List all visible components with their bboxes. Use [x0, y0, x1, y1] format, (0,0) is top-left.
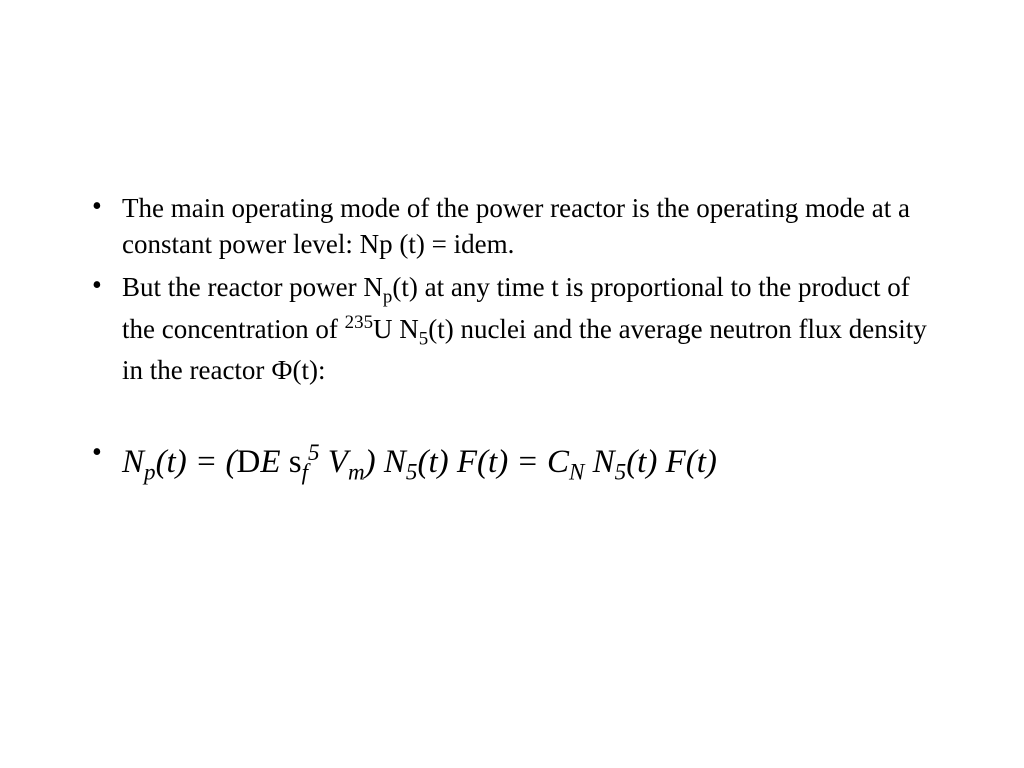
b2-phi: Ф [271, 355, 292, 385]
f-delta: D [236, 444, 260, 480]
f-sigma-sup: 5 [308, 439, 320, 465]
bullet-list: The main operating mode of the power rea… [80, 190, 944, 488]
f-sub-m: m [348, 459, 365, 485]
f-N: N [122, 444, 144, 480]
f-p5: ) N [365, 444, 406, 480]
bullet-item-1: The main operating mode of the power rea… [80, 190, 944, 263]
f-sub-p: p [144, 459, 156, 485]
reactor-power-formula: Np(t) = (DE sf5 Vm) N5(t) F(t) = CN N5(t… [122, 444, 717, 480]
f-sub-5b: 5 [615, 459, 627, 485]
b2-sup-235: 235 [345, 312, 373, 333]
f-sigma: s [289, 444, 302, 480]
f-p3: E [260, 444, 288, 480]
f-p9: (t) [626, 444, 665, 480]
f-p8: N [584, 444, 614, 480]
b2-u: U N [373, 314, 419, 344]
bullet-item-formula: Np(t) = (DE sf5 Vm) N5(t) F(t) = CN N5(t… [80, 436, 944, 488]
b2-sub-p: p [383, 286, 392, 307]
bullet-item-2: But the reactor power Np(t) at any time … [80, 269, 944, 388]
b2-pre: But the reactor power N [122, 272, 383, 302]
f-sub-N: N [569, 459, 584, 485]
f-p7: (t) = C [477, 444, 569, 480]
b2-tail: (t): [293, 355, 326, 385]
f-p10: (t) [686, 444, 717, 480]
bullet-1-text: The main operating mode of the power rea… [122, 193, 910, 259]
f-sub-5a: 5 [406, 459, 418, 485]
f-phi2: F [666, 444, 686, 480]
f-p2: (t) = ( [156, 444, 237, 480]
f-p4: V [320, 444, 348, 480]
f-p6: (t) [417, 444, 456, 480]
slide-canvas: The main operating mode of the power rea… [0, 0, 1024, 768]
b2-sub-5: 5 [419, 328, 428, 349]
f-phi1: F [457, 444, 477, 480]
